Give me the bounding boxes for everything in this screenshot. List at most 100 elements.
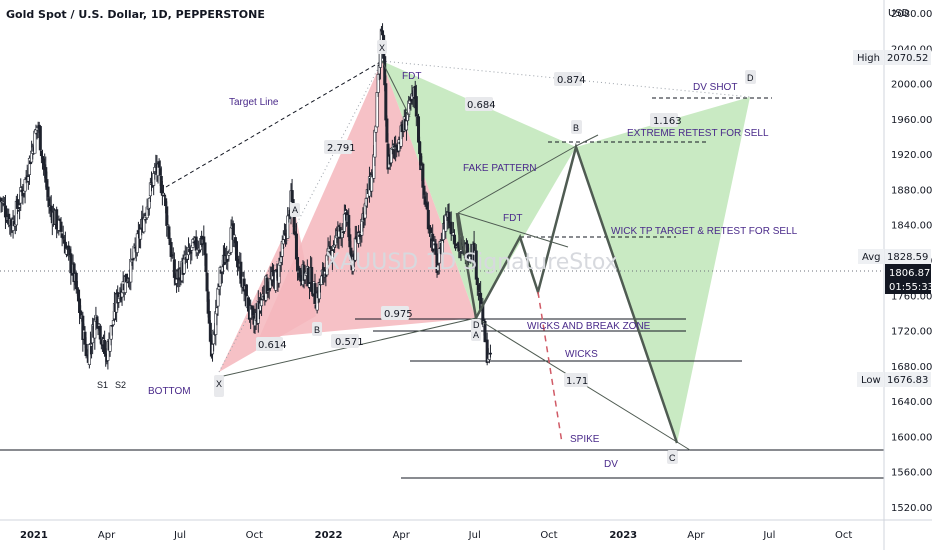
label-dv-shot: DV SHOT [693, 82, 737, 93]
x-tick-label: Apr [98, 530, 116, 541]
ratio-0614: 0.614 [258, 340, 287, 351]
x-tick-label: Oct [540, 530, 557, 541]
point-a-lower: A [292, 205, 298, 215]
candle-body [135, 233, 139, 253]
candle-body [98, 325, 102, 340]
candle-body [38, 126, 42, 151]
y-tick-label: 1640.00 [891, 397, 932, 408]
point-b-lower: B [314, 325, 320, 335]
candle-body [212, 329, 216, 345]
candle-body [110, 325, 114, 327]
horizontal-lines [0, 318, 884, 479]
tag-avg-label: Avg [862, 252, 881, 263]
y-tick-label: 1760.00 [891, 291, 932, 302]
candle-body [111, 320, 115, 326]
label-spike: SPIKE [570, 434, 600, 445]
x-tick-label: Oct [835, 530, 852, 541]
point-b-upper: B [573, 123, 579, 133]
watermark: XAUUSD 1D SignatureStox [325, 250, 618, 275]
point-d-upper: D [747, 73, 754, 83]
x-ticks: 2021 Apr Jul Oct 2022 Apr Jul Oct 2023 Apr Jul Oct [20, 530, 852, 541]
ratio-tags: 0.614 0.571 2.791 0.975 0.684 0.874 1.16… [256, 72, 682, 387]
ratio-0684: 0.684 [467, 100, 496, 111]
y-tick-label: 1520.00 [891, 503, 932, 514]
candle-body [440, 240, 444, 255]
ratio-0874: 0.874 [557, 75, 586, 86]
bullish-green-pattern-2 [576, 97, 750, 443]
candle-body [27, 157, 31, 175]
label-wicks-break: WICKS AND BREAK ZONE [527, 321, 651, 332]
candle-body [483, 320, 487, 343]
candle-body [129, 259, 133, 283]
y-tick-label: 1920.00 [891, 150, 932, 161]
candle-body [260, 299, 264, 307]
label-fake-pattern: FAKE PATTERN [463, 163, 537, 174]
bullish-green-pattern-1 [382, 61, 576, 318]
label-wick-tp: WICK TP TARGET & RETEST FOR SELL [611, 226, 798, 237]
x-tick-label: 2022 [315, 530, 343, 541]
candle-body [286, 215, 290, 239]
x-tick-label: Oct [246, 530, 263, 541]
point-s2: S2 [115, 380, 126, 390]
candle-body [375, 92, 379, 128]
label-fdt-mid: FDT [503, 213, 522, 224]
point-x-lower: X [216, 379, 222, 389]
candle-body [384, 83, 388, 121]
x-tick-label: Apr [687, 530, 705, 541]
y-tick-label: 1680.00 [891, 362, 932, 373]
y-tick-label: 1560.00 [891, 468, 932, 479]
ratio-1163: 1.163 [653, 116, 682, 127]
x-tick-label: Jul [173, 530, 186, 541]
candle-body [349, 247, 353, 261]
candle-body [338, 226, 342, 232]
candle-body [55, 209, 59, 230]
point-s1: S1 [97, 380, 108, 390]
x-tick-label: 2021 [20, 530, 48, 541]
y-tick-label: 1720.00 [891, 327, 932, 338]
label-bottom: BOTTOM [148, 386, 191, 397]
projection-path [455, 142, 679, 444]
ratio-0571: 0.571 [335, 337, 364, 348]
chart-title: Gold Spot / U.S. Dollar, 1D, PEPPERSTONE [6, 8, 265, 21]
x-tick-label: Jul [762, 530, 775, 541]
point-c: C [669, 453, 676, 463]
y-tick-label: 2000.00 [891, 80, 932, 91]
label-extreme-retest: EXTREME RETEST FOR SELL [627, 128, 769, 139]
y-tick-label: 2080.00 [891, 9, 932, 20]
candle-body [169, 242, 173, 257]
tag-avg-value: 1828.59 [887, 252, 928, 263]
candle-body [414, 96, 418, 117]
candle-body [449, 221, 453, 235]
label-fdt-top: FDT [402, 71, 421, 82]
current-price-value: 1806.87 [889, 268, 930, 279]
dashed-levels [520, 97, 772, 238]
candle-body [163, 194, 167, 197]
candle-body [75, 287, 79, 291]
y-tick-label: 1960.00 [891, 115, 932, 126]
tag-high-label: High [857, 53, 880, 64]
point-x-top: X [379, 43, 385, 53]
tag-low-label: Low [861, 375, 881, 386]
x-tick-label: Jul [468, 530, 481, 541]
y-tick-label: 1840.00 [891, 221, 932, 232]
candle-body [69, 253, 73, 274]
countdown-value: 01:55:33 [889, 282, 932, 293]
candles [0, 23, 492, 370]
candle-body [204, 253, 208, 272]
tag-low-value: 1676.83 [887, 375, 928, 386]
point-a-mid: A [473, 330, 479, 340]
label-dv: DV [604, 459, 618, 470]
ratio-0975: 0.975 [384, 309, 413, 320]
currency-label: USD [888, 8, 910, 19]
candle-body [147, 197, 151, 209]
candle-body [381, 30, 385, 36]
candle-body [342, 213, 346, 232]
candle-body [475, 277, 479, 285]
candle-body [103, 340, 107, 354]
point-labels: S1 S2 X A B X D A B C D [97, 40, 756, 464]
y-tick-label: 2040.00 [891, 44, 932, 55]
candle-body [59, 221, 63, 232]
spike-dashed-line [537, 291, 563, 444]
